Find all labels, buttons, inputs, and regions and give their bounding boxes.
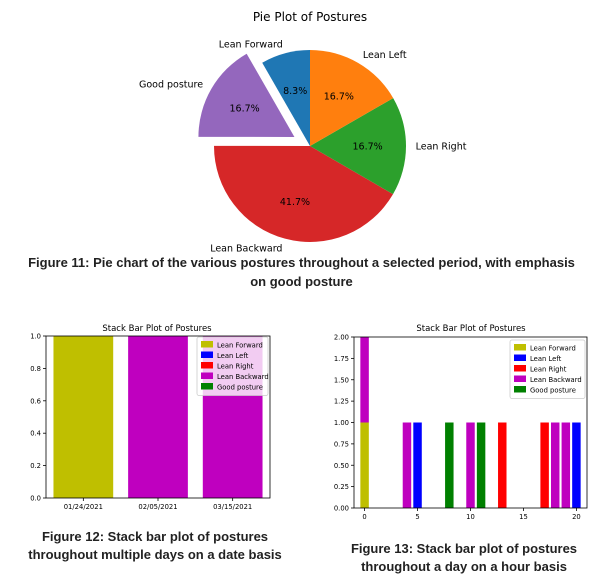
y-tick-label: 0.4 bbox=[30, 430, 41, 438]
pie-slice-label: Lean Backward bbox=[210, 243, 282, 254]
bar-segment-lean-right bbox=[498, 422, 507, 508]
pie-slice-label: Lean Right bbox=[416, 142, 467, 153]
legend-swatch-good-posture bbox=[514, 386, 526, 393]
y-tick-label: 1.00 bbox=[334, 419, 349, 427]
bar-segment-lean-forward bbox=[53, 336, 114, 498]
hour-stack-bar-chart: Stack Bar Plot of Postures 0 5 10 15 20 0.00 0… bbox=[334, 324, 588, 521]
bar-segment-good-posture bbox=[476, 422, 486, 508]
y-tick-label: 0.25 bbox=[334, 483, 349, 491]
y-tick-label: 0.2 bbox=[30, 462, 41, 470]
y-tick-label: 0.8 bbox=[30, 365, 41, 373]
y-tick-label: 2.00 bbox=[334, 334, 349, 342]
legend-label: Lean Backward bbox=[530, 376, 582, 384]
legend-label: Lean Left bbox=[217, 352, 249, 360]
bar-segment-lean-backward bbox=[360, 337, 369, 423]
y-tick-label: 0.0 bbox=[30, 495, 41, 503]
figure-13-caption: Figure 13: Stack bar plot of postures th… bbox=[350, 541, 578, 574]
legend-label: Good posture bbox=[217, 383, 263, 391]
legend-swatch-lean-left bbox=[201, 351, 213, 358]
figure-11-caption: Figure 11: Pie chart of the various post… bbox=[28, 255, 575, 289]
x-tick-label: 01/24/2021 bbox=[64, 503, 103, 511]
legend-label: Lean Right bbox=[530, 365, 567, 373]
bar-segment-lean-left bbox=[413, 422, 422, 508]
y-tick-label: 1.50 bbox=[334, 376, 349, 384]
legend-swatch-lean-forward bbox=[514, 344, 526, 351]
pie-slice-good-posture bbox=[198, 53, 295, 137]
pie-slice-label: Lean Left bbox=[363, 50, 407, 61]
y-tick-label: 0.50 bbox=[334, 462, 349, 470]
pie-slice-lean-left bbox=[310, 50, 394, 146]
bar-segment-lean-backward bbox=[550, 422, 560, 508]
legend-swatch-lean-backward bbox=[201, 372, 213, 379]
legend-swatch-lean-left bbox=[514, 354, 526, 361]
x-tick-label: 0 bbox=[362, 513, 366, 521]
axes-frame bbox=[45, 335, 271, 499]
pie-slice-lean-forward bbox=[262, 50, 310, 146]
x-tick-label: 20 bbox=[572, 513, 581, 521]
pie-chart: Pie Plot of Postures 8.3% Lean Forward 16.… bbox=[139, 10, 467, 254]
pie-pct-label: 41.7% bbox=[280, 197, 310, 208]
pie-pct-label: 16.7% bbox=[324, 92, 354, 103]
x-tick-label: 02/05/2021 bbox=[138, 503, 177, 511]
bar-segment-lean-backward bbox=[402, 422, 412, 508]
pie-slice-lean-right bbox=[310, 98, 406, 195]
legend-label: Lean Left bbox=[530, 355, 562, 363]
x-tick-label: 5 bbox=[415, 513, 419, 521]
x-tick-label: 10 bbox=[466, 513, 475, 521]
y-tick-label: 0.75 bbox=[334, 440, 349, 448]
y-tick-label: 0.6 bbox=[30, 397, 41, 405]
y-tick-label: 1.25 bbox=[334, 398, 349, 406]
legend-label: Good posture bbox=[530, 386, 576, 394]
y-tick-label: 1.75 bbox=[334, 355, 349, 363]
legend-label: Lean Backward bbox=[217, 373, 269, 381]
bar-segment-lean-backward bbox=[466, 422, 475, 508]
pie-slice-label: Lean Forward bbox=[219, 39, 283, 50]
date-stack-bar-chart: Stack Bar Plot of Postures 01/24/2021 02/… bbox=[30, 324, 271, 511]
legend-label: Lean Forward bbox=[530, 344, 576, 352]
legend-box bbox=[196, 336, 269, 396]
pie-slice-lean-backward bbox=[214, 145, 394, 242]
legend-label: Lean Right bbox=[217, 362, 254, 370]
pie-pct-label: 16.7% bbox=[230, 104, 260, 115]
bar-segment-lean-forward bbox=[360, 422, 369, 508]
pie-title: Pie Plot of Postures bbox=[253, 10, 367, 24]
x-tick-label: 15 bbox=[519, 513, 528, 521]
bar-segment-lean-right bbox=[540, 422, 549, 508]
legend-swatch-lean-right bbox=[201, 362, 213, 369]
legend-swatch-lean-backward bbox=[514, 375, 526, 382]
bar-segment-lean-backward bbox=[128, 336, 188, 498]
bar-segment-good-posture bbox=[445, 422, 454, 508]
date-chart-title: Stack Bar Plot of Postures bbox=[102, 324, 212, 334]
legend-swatch-good-posture bbox=[201, 383, 213, 390]
pie-pct-label: 16.7% bbox=[353, 142, 383, 153]
bar-segment-lean-backward bbox=[561, 422, 571, 508]
figure-12-caption: Figure 12: Stack bar plot of postures th… bbox=[28, 529, 282, 562]
y-tick-label: 0.00 bbox=[334, 505, 349, 513]
legend-swatch-lean-right bbox=[514, 365, 526, 372]
x-tick-label: 03/15/2021 bbox=[213, 503, 252, 511]
pie-slice-label: Good posture bbox=[139, 79, 203, 90]
legend-box bbox=[509, 339, 586, 399]
hour-chart-title: Stack Bar Plot of Postures bbox=[416, 324, 526, 334]
legend-swatch-lean-forward bbox=[201, 341, 213, 348]
legend-label: Lean Forward bbox=[217, 341, 263, 349]
pie-pct-label: 8.3% bbox=[283, 86, 307, 97]
y-tick-label: 1.0 bbox=[30, 333, 41, 341]
bar-segment-lean-left bbox=[572, 422, 581, 508]
